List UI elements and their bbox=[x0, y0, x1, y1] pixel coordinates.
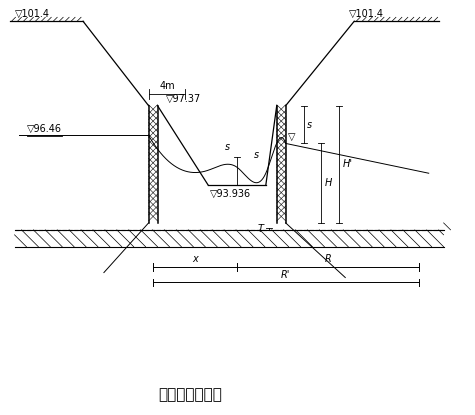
Text: ▽101.4: ▽101.4 bbox=[349, 9, 384, 19]
Text: 4m: 4m bbox=[159, 81, 175, 91]
Text: H: H bbox=[324, 178, 332, 188]
Text: ▽96.46: ▽96.46 bbox=[28, 124, 62, 134]
Text: 涌水量计算简图: 涌水量计算简图 bbox=[158, 387, 222, 402]
Text: R: R bbox=[324, 254, 331, 264]
Text: H': H' bbox=[342, 159, 352, 169]
Text: R': R' bbox=[281, 269, 290, 280]
Text: ▽97.37: ▽97.37 bbox=[165, 94, 201, 104]
Text: s: s bbox=[306, 120, 312, 129]
Text: ▽: ▽ bbox=[288, 132, 295, 142]
Text: T: T bbox=[258, 224, 264, 234]
Text: ▽101.4: ▽101.4 bbox=[15, 9, 49, 19]
Text: s: s bbox=[225, 142, 229, 152]
Text: ▽93.936: ▽93.936 bbox=[210, 189, 251, 199]
Text: x: x bbox=[192, 254, 198, 264]
Text: s: s bbox=[254, 150, 259, 160]
